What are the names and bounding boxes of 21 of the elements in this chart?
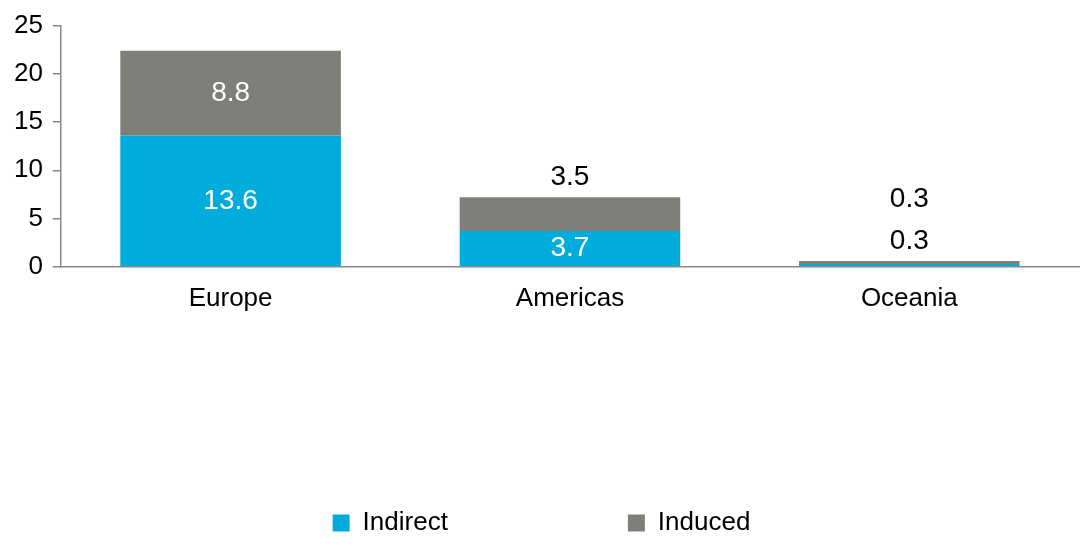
- x-tick-label: Americas: [515, 281, 625, 312]
- x-tick-label: Oceania: [860, 281, 959, 312]
- bar: [459, 231, 681, 267]
- legend-label: Induced: [657, 506, 751, 537]
- y-tick-label: 0: [28, 249, 43, 280]
- bar: [120, 50, 341, 136]
- bar: [459, 197, 681, 232]
- bar: [120, 135, 341, 267]
- legend-label: Indirect: [362, 506, 449, 537]
- data-label: 3.5: [550, 160, 590, 192]
- data-label: 13.6: [203, 183, 258, 215]
- data-label: 3.7: [550, 231, 590, 263]
- y-tick-label: 25: [14, 8, 43, 39]
- y-tick-label: 15: [14, 105, 43, 136]
- data-label: 0.3: [889, 181, 929, 213]
- y-tick-label: 5: [28, 201, 43, 232]
- data-label: 8.8: [211, 75, 251, 107]
- y-tick-label: 10: [14, 153, 43, 184]
- data-label: 0.3: [889, 223, 929, 255]
- x-tick-label: Europe: [188, 281, 273, 312]
- y-tick-label: 20: [14, 57, 43, 88]
